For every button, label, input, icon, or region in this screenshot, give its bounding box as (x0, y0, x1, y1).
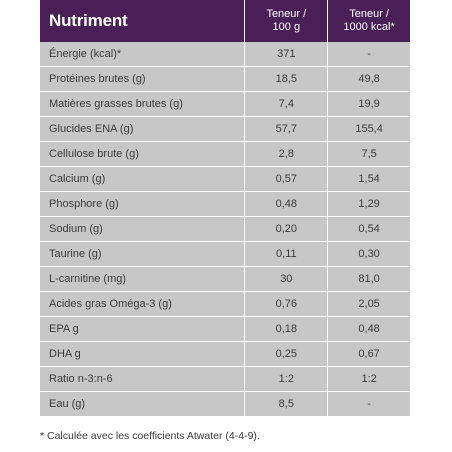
header-per-1000kcal-line2: 1000 kcal* (343, 21, 395, 33)
footnote: * Calculée avec les coefficients Atwater… (40, 430, 260, 442)
per-1000kcal-cell: - (327, 42, 410, 67)
per-1000kcal-cell: - (327, 391, 410, 417)
per-1000kcal-cell: 7,5 (327, 141, 410, 167)
table-row: Glucides ENA (g) 57,7 155,4 (40, 116, 410, 142)
nutrition-table: Nutriment Teneur / 100 g Teneur / 1000 k… (40, 0, 410, 417)
table-row: Protéines brutes (g) 18,5 49,8 (40, 66, 410, 92)
nutrient-name-cell: Taurine (g) (40, 241, 246, 267)
nutrient-name-cell: Calcium (g) (40, 166, 246, 192)
per-100g-cell: 2,8 (244, 141, 329, 167)
per-1000kcal-cell: 49,8 (327, 66, 410, 92)
per-1000kcal-cell: 0,48 (327, 316, 410, 342)
per-1000kcal-cell: 1:2 (327, 366, 410, 392)
table-row: EPA g 0,18 0,48 (40, 316, 410, 342)
per-1000kcal-cell: 155,4 (327, 116, 410, 142)
nutrient-name-cell: Ratio n-3:n-6 (40, 366, 246, 392)
per-100g-cell: 30 (244, 266, 329, 292)
table-row: Matières grasses brutes (g) 7,4 19,9 (40, 91, 410, 117)
per-100g-cell: 0,11 (244, 241, 329, 267)
per-100g-cell: 0,48 (244, 191, 329, 217)
nutrient-name-cell: Eau (g) (40, 391, 246, 417)
header-per-1000kcal: Teneur / 1000 kcal* (327, 0, 410, 42)
nutrient-name-cell: Matières grasses brutes (g) (40, 91, 246, 117)
nutrient-name-cell: Acides gras Oméga-3 (g) (40, 291, 246, 317)
nutrient-name-cell: Cellulose brute (g) (40, 141, 246, 167)
per-100g-cell: 18,5 (244, 66, 329, 92)
header-per-1000kcal-line1: Teneur / (349, 8, 389, 20)
header-per-100g-line1: Teneur / (266, 8, 307, 20)
header-nutrient: Nutriment (40, 0, 246, 42)
per-1000kcal-cell: 81,0 (327, 266, 410, 292)
table-row: DHA g 0,25 0,67 (40, 341, 410, 367)
table-row: Cellulose brute (g) 2,8 7,5 (40, 141, 410, 167)
per-100g-cell: 0,25 (244, 341, 329, 367)
header-per-100g-line2: 100 g (272, 21, 301, 33)
per-1000kcal-cell: 0,54 (327, 216, 410, 242)
nutrient-name-cell: Glucides ENA (g) (40, 116, 246, 142)
table-row: Taurine (g) 0,11 0,30 (40, 241, 410, 267)
per-1000kcal-cell: 19,9 (327, 91, 410, 117)
table-row: L-carnitine (mg) 30 81,0 (40, 266, 410, 292)
per-1000kcal-cell: 2,05 (327, 291, 410, 317)
table-row: Eau (g) 8,5- (40, 391, 410, 417)
nutrient-name-cell: Protéines brutes (g) (40, 66, 246, 92)
header-per-100g: Teneur / 100 g (244, 0, 329, 42)
table-body: Énergie (kcal)* 371- Protéines brutes (g) 1… (40, 42, 410, 417)
table-row: Acides gras Oméga-3 (g) 0,76 2,05 (40, 291, 410, 317)
nutrient-name-cell: Sodium (g) (40, 216, 246, 242)
per-1000kcal-cell: 1,54 (327, 166, 410, 192)
nutrient-name-cell: Phosphore (g) (40, 191, 246, 217)
nutrient-name-cell: Énergie (kcal)* (40, 42, 246, 67)
per-100g-cell: 0,57 (244, 166, 329, 192)
nutrient-name-cell: L-carnitine (mg) (40, 266, 246, 292)
per-1000kcal-cell: 0,30 (327, 241, 410, 267)
table-row: Sodium (g) 0,20 0,54 (40, 216, 410, 242)
per-1000kcal-cell: 1,29 (327, 191, 410, 217)
per-100g-cell: 7,4 (244, 91, 329, 117)
table-row: Énergie (kcal)* 371- (40, 42, 410, 67)
per-100g-cell: 0,20 (244, 216, 329, 242)
per-100g-cell: 0,18 (244, 316, 329, 342)
nutrient-name-cell: DHA g (40, 341, 246, 367)
table-row: Ratio n-3:n-6 1:2 1:2 (40, 366, 410, 392)
per-100g-cell: 57,7 (244, 116, 329, 142)
nutrient-name-cell: EPA g (40, 316, 246, 342)
per-100g-cell: 8,5 (244, 391, 329, 417)
per-100g-cell: 0,76 (244, 291, 329, 317)
per-100g-cell: 371 (244, 42, 329, 67)
per-1000kcal-cell: 0,67 (327, 341, 410, 367)
header-row: Nutriment Teneur / 100 g Teneur / 1000 k… (40, 0, 410, 42)
table-row: Phosphore (g) 0,48 1,29 (40, 191, 410, 217)
table-row: Calcium (g) 0,57 1,54 (40, 166, 410, 192)
per-100g-cell: 1:2 (244, 366, 329, 392)
